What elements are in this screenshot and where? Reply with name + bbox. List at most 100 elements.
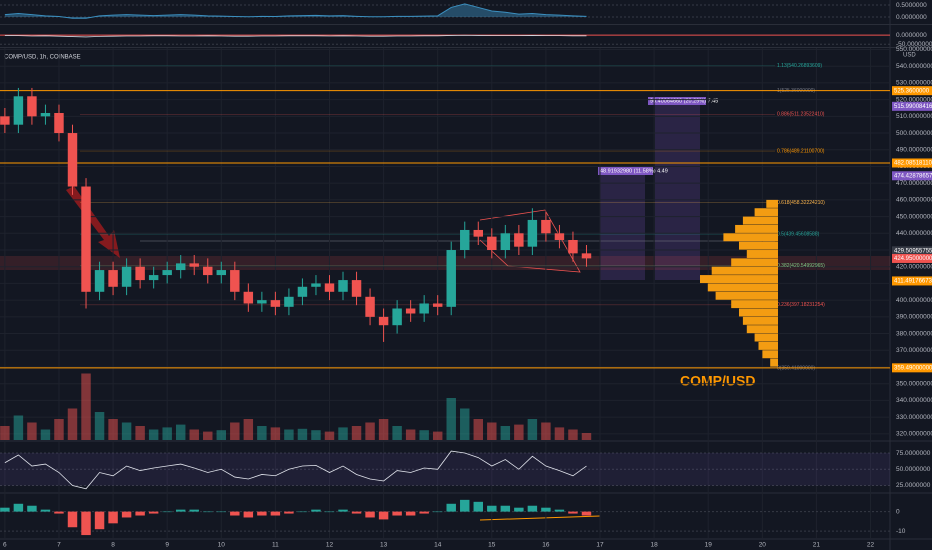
volume-bar [432,431,443,440]
volume-bar [405,429,416,440]
histogram-bar [243,511,254,518]
measure-label: 48.91932980 (11.58%) 4.49 [600,168,668,174]
y-tick-label: 0.0000000 [896,32,927,39]
candle-body [94,270,105,292]
price-label-box [892,363,932,373]
y-tick-label: 440.0000000 [896,230,932,237]
y-tick-label: 0.5000000 [896,2,927,9]
y-tick-label: 50.0000000 [896,466,931,473]
candle-body [460,229,470,251]
y-tick-label: 330.0000000 [896,414,932,421]
volume-bar [216,430,227,440]
volume-profile-bar [766,199,778,208]
volume-bar [40,429,51,440]
candle-body [108,270,118,287]
histogram-bar [175,509,186,512]
histogram-bar [311,509,321,512]
volume-profile-bar [762,350,778,359]
x-tick-label: 12 [326,542,334,549]
histogram-bar [460,499,470,512]
drawings [66,186,601,521]
price-label-box [892,276,932,286]
volume-bar [27,422,37,440]
y-tick-label: 470.0000000 [896,180,932,187]
y-tick-label: 540.0000000 [896,63,932,70]
y-tick-label: 510.0000000 [896,113,932,120]
candle-body [554,233,565,240]
x-tick-label: 22 [867,542,875,549]
volume-bar [568,429,578,440]
histogram-bar [351,511,362,514]
indicator-line [4,450,587,490]
y-tick-label: -50.0000000 [896,41,932,48]
volume-profile-bar [770,358,778,367]
y-tick-label: 380.0000000 [896,330,932,337]
candle-body [338,280,348,292]
volume-bar [94,412,105,440]
volume-bar [527,419,538,440]
price-label-box [892,158,932,168]
candle-body [419,303,429,314]
price-label-box [892,86,932,96]
volume-bar [541,422,551,440]
x-tick-label: 13 [380,542,388,549]
y-tick-label: 520.0000000 [896,96,932,103]
volume-bar [581,433,592,440]
panel-separators [0,24,932,540]
volume-profile-bar [754,333,778,342]
volume-bar [67,408,78,440]
volume-bar [121,422,132,440]
volume-bar [338,427,348,440]
x-tick-label: 11 [272,542,279,549]
y-tick-label: -10 [896,528,906,535]
histogram-bar [554,509,565,512]
price-label-box [892,253,932,263]
fib-label: 0.618(458.32224210) [777,200,825,206]
volume-bar [270,427,281,440]
histogram-bar [148,511,159,514]
candle-body [514,233,524,247]
histogram-bar [284,511,294,514]
price-label-box [892,246,932,256]
price-label-box [892,171,932,181]
y-tick-label: 500.0000000 [896,130,932,137]
y-tick-label: 340.0000000 [896,397,932,404]
histogram-bar [541,507,551,512]
volume-bar [284,429,294,440]
volume-bar [108,419,118,440]
candle-body [446,250,456,307]
candle-body [40,112,51,117]
histogram-bar [270,511,281,516]
histogram-bar [405,511,416,516]
watermark: COMP/USD [680,373,755,389]
measure-box [655,105,700,280]
volume-bar [230,422,240,440]
histogram-bar [514,507,524,512]
y-tick-label: 350.0000000 [896,380,932,387]
measure-box [600,175,645,280]
volume-bar [378,419,389,440]
volume-profile-bar [742,316,778,325]
y-tick-label: 450.0000000 [896,213,932,220]
volume-bar [13,415,24,440]
y-tick-label: 400.0000000 [896,297,932,304]
candle-body [473,229,483,237]
candle-body [67,133,78,187]
volume-bar [54,419,64,440]
volume-bar [189,429,199,440]
histogram-bar [67,511,78,528]
histogram-bar [500,505,511,512]
volume-profile-bar [731,258,778,267]
y-tick-label: 490.0000000 [896,146,932,153]
volume-profile-bar [742,216,778,225]
candle-body [392,308,402,326]
y-tick-label: 25.0000000 [896,482,931,489]
volume-bar [162,427,172,440]
candle-body [203,266,213,276]
price-label: 411.49176673 [894,279,932,285]
histogram-bar [581,511,592,516]
candle-body [162,270,172,276]
volume-bar [148,429,159,440]
